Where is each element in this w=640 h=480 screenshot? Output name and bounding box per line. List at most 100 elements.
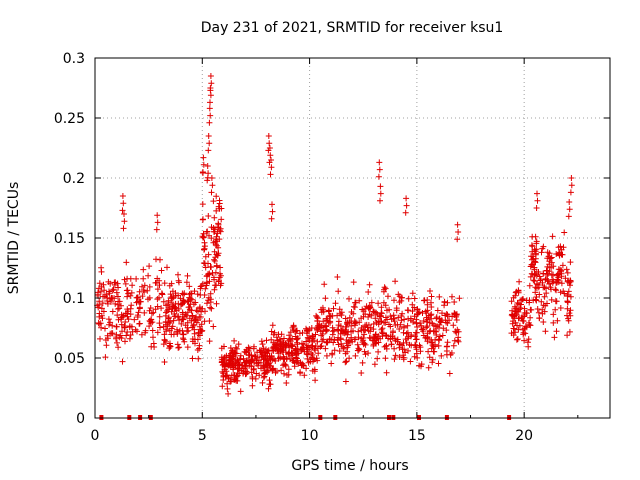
data-point bbox=[107, 280, 114, 287]
data-point bbox=[267, 152, 274, 159]
data-point bbox=[125, 290, 132, 297]
y-axis: 0 0.05 0.1 0.15 0.2 0.25 0.3 bbox=[54, 51, 610, 427]
data-point bbox=[385, 293, 391, 300]
data-point bbox=[234, 365, 241, 372]
data-point bbox=[99, 300, 106, 307]
data-point bbox=[512, 308, 518, 314]
data-point bbox=[530, 297, 537, 304]
data-point bbox=[405, 315, 412, 322]
data-point bbox=[202, 243, 208, 250]
data-point bbox=[301, 372, 308, 379]
data-point bbox=[290, 323, 297, 330]
data-point bbox=[267, 171, 274, 178]
data-point bbox=[538, 249, 545, 256]
data-point bbox=[175, 344, 182, 351]
data-point bbox=[217, 272, 224, 279]
data-point bbox=[189, 355, 196, 362]
data-point bbox=[260, 351, 267, 358]
data-point bbox=[520, 329, 527, 336]
data-point bbox=[431, 328, 438, 335]
data-point bbox=[546, 250, 553, 257]
data-point bbox=[343, 337, 350, 343]
data-point bbox=[103, 342, 110, 349]
data-point bbox=[404, 322, 411, 329]
data-point bbox=[392, 322, 399, 328]
data-point bbox=[375, 300, 382, 307]
data-point bbox=[339, 326, 346, 333]
data-point bbox=[199, 280, 206, 287]
data-point bbox=[532, 251, 539, 258]
data-point bbox=[211, 286, 218, 293]
data-point bbox=[215, 203, 222, 210]
data-point bbox=[534, 190, 540, 197]
data-point bbox=[455, 338, 462, 345]
data-point bbox=[186, 283, 193, 290]
data-point bbox=[135, 298, 142, 305]
data-point bbox=[207, 290, 214, 297]
data-point bbox=[554, 317, 561, 324]
y-axis-label: SRMTID / TECUs bbox=[6, 182, 22, 295]
data-point bbox=[545, 278, 552, 285]
data-point bbox=[206, 318, 213, 324]
data-point bbox=[275, 350, 282, 357]
data-point bbox=[404, 329, 411, 336]
data-point bbox=[360, 337, 367, 344]
data-point bbox=[269, 357, 276, 364]
data-point bbox=[376, 159, 383, 166]
data-point bbox=[206, 270, 213, 277]
data-point bbox=[189, 313, 196, 320]
data-point bbox=[567, 189, 574, 196]
data-point bbox=[125, 316, 132, 323]
data-point bbox=[209, 182, 216, 189]
data-point bbox=[99, 315, 106, 322]
data-point bbox=[361, 348, 368, 355]
data-point bbox=[195, 355, 202, 362]
data-point bbox=[158, 305, 165, 312]
data-point bbox=[330, 305, 337, 312]
data-point bbox=[191, 330, 198, 337]
data-point bbox=[118, 321, 125, 328]
data-point bbox=[433, 332, 440, 338]
data-point bbox=[204, 228, 211, 235]
data-point bbox=[298, 346, 305, 353]
data-point bbox=[352, 299, 358, 306]
data-point bbox=[228, 378, 235, 385]
data-point bbox=[343, 358, 350, 365]
data-point bbox=[429, 342, 436, 349]
data-point bbox=[368, 299, 375, 306]
data-point bbox=[421, 297, 427, 304]
data-point bbox=[383, 369, 390, 376]
data-point bbox=[207, 263, 214, 270]
data-point bbox=[127, 311, 134, 318]
data-point bbox=[510, 325, 517, 332]
data-point bbox=[371, 361, 378, 368]
data-point bbox=[237, 388, 244, 395]
data-point bbox=[510, 294, 517, 301]
data-point bbox=[406, 341, 413, 348]
data-point bbox=[170, 331, 177, 338]
data-point bbox=[536, 273, 543, 280]
data-point bbox=[217, 264, 224, 271]
data-point bbox=[113, 289, 120, 296]
data-point bbox=[175, 271, 181, 278]
data-point bbox=[359, 306, 366, 313]
data-point bbox=[528, 261, 535, 268]
data-point bbox=[164, 264, 170, 271]
data-point bbox=[124, 293, 131, 300]
data-point bbox=[269, 347, 276, 354]
data-point bbox=[543, 285, 549, 292]
data-point bbox=[243, 370, 250, 377]
data-point bbox=[552, 298, 559, 305]
chart-title: Day 231 of 2021, SRMTID for receiver ksu… bbox=[201, 20, 504, 36]
data-point bbox=[221, 343, 227, 350]
data-point bbox=[362, 351, 369, 358]
data-point bbox=[249, 357, 256, 364]
data-point bbox=[125, 308, 132, 315]
data-point bbox=[208, 235, 215, 242]
data-point bbox=[558, 268, 564, 275]
data-point bbox=[436, 333, 443, 340]
data-point bbox=[321, 281, 328, 288]
data-point bbox=[548, 264, 555, 271]
data-point bbox=[176, 344, 183, 351]
data-point bbox=[376, 166, 383, 173]
